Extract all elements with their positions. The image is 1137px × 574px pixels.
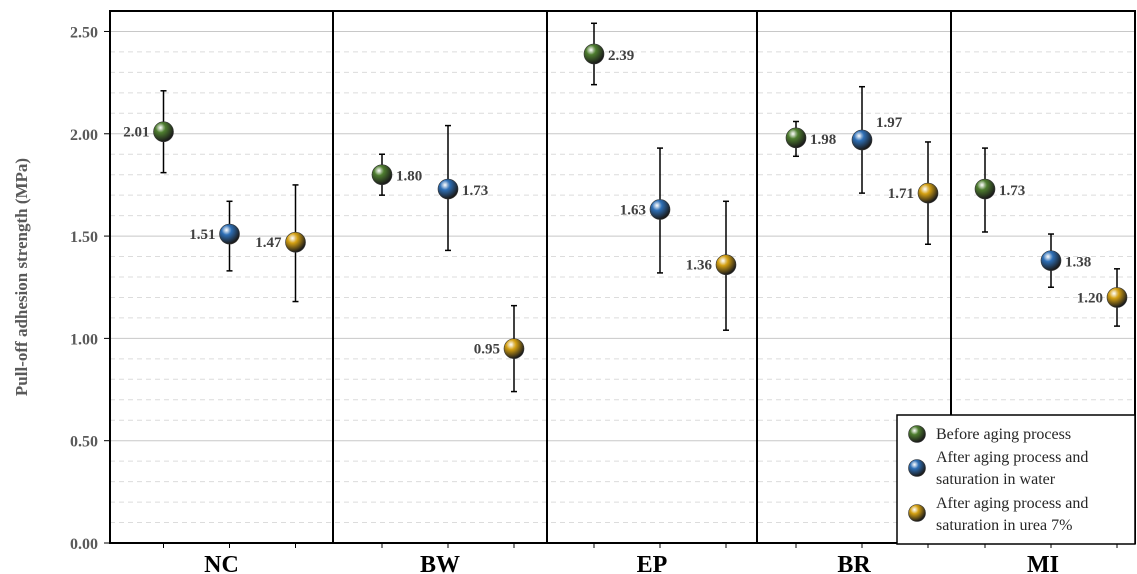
data-point-ep-s2 xyxy=(649,199,671,220)
data-label-mi-s1: 1.73 xyxy=(999,183,1025,199)
x-axis: NC BW EP BR MI xyxy=(163,543,1118,574)
x-category-label-bw: BW xyxy=(420,552,460,574)
legend-box xyxy=(896,414,1136,545)
legend-label-s2: After aging process and xyxy=(936,449,1088,466)
data-label-bw-s2: 1.73 xyxy=(462,183,488,199)
x-category-label-mi: MI xyxy=(1027,552,1059,574)
plot-frame xyxy=(109,10,1136,544)
data-point-bw-s3 xyxy=(503,338,525,359)
y-tick-label: 2.00 xyxy=(70,127,98,144)
legend-marker-s2 xyxy=(908,459,926,477)
data-point-nc-s1 xyxy=(153,121,174,143)
data-point-ep-s1 xyxy=(583,43,605,65)
x-category-label-br: BR xyxy=(837,552,871,574)
legend-label-s3: After aging process and xyxy=(936,495,1088,512)
x-category-label-nc: NC xyxy=(204,552,239,574)
data-label-nc-s3: 1.47 xyxy=(255,235,282,251)
y-axis-label: Pull-off adhesion strength (MPa) xyxy=(12,158,31,396)
data-marks: 2.01 1.80 2.39 1.98 1.73 1.51 1.73 1.63 1.97 1.38… xyxy=(123,22,1128,393)
data-point-bw-s2 xyxy=(437,178,459,200)
y-tick-label: 1.50 xyxy=(70,229,98,246)
data-label-ep-s1: 2.39 xyxy=(608,48,634,64)
data-point-mi-s1 xyxy=(974,178,996,200)
data-label-nc-s2: 1.51 xyxy=(189,227,215,243)
y-tick-label: 1.00 xyxy=(70,331,98,348)
data-label-bw-s1: 1.80 xyxy=(396,169,422,185)
y-axis: 0.00 0.50 1.00 1.50 2.00 2.50 Pull-off adhesio… xyxy=(12,24,110,553)
data-label-ep-s2: 1.63 xyxy=(620,202,646,218)
data-label-br-s2: 1.97 xyxy=(876,115,903,131)
data-label-mi-s2: 1.38 xyxy=(1065,255,1091,271)
data-point-br-s2 xyxy=(851,129,873,151)
plot-border xyxy=(109,10,1136,544)
legend-marker-s1 xyxy=(908,425,926,443)
data-point-ep-s3 xyxy=(715,254,737,276)
legend-label-s2: saturation in water xyxy=(936,471,1056,488)
data-label-br-s3: 1.71 xyxy=(888,186,914,202)
y-tick-label: 0.50 xyxy=(70,434,98,451)
y-tick-label: 0.00 xyxy=(70,536,98,553)
y-tick-label: 2.50 xyxy=(70,24,98,41)
legend-label-s3: saturation in urea 7% xyxy=(936,517,1072,534)
data-point-bw-s1 xyxy=(371,164,393,185)
data-point-mi-s3 xyxy=(1106,287,1128,308)
legend-marker-s3 xyxy=(908,504,926,522)
data-label-nc-s1: 2.01 xyxy=(123,125,149,141)
data-label-bw-s3: 0.95 xyxy=(474,342,500,358)
data-point-nc-s2 xyxy=(219,223,240,245)
data-label-mi-s3: 1.20 xyxy=(1077,290,1103,306)
data-point-mi-s2 xyxy=(1040,250,1062,271)
data-point-br-s1 xyxy=(785,127,807,149)
data-point-nc-s3 xyxy=(285,231,306,253)
x-category-label-ep: EP xyxy=(637,552,668,574)
data-label-br-s1: 1.98 xyxy=(810,132,836,148)
legend-label-s1: Before aging process xyxy=(936,426,1071,443)
data-label-ep-s3: 1.36 xyxy=(686,258,713,274)
data-point-br-s3 xyxy=(917,182,939,204)
legend: Before aging process After aging process … xyxy=(896,414,1136,545)
